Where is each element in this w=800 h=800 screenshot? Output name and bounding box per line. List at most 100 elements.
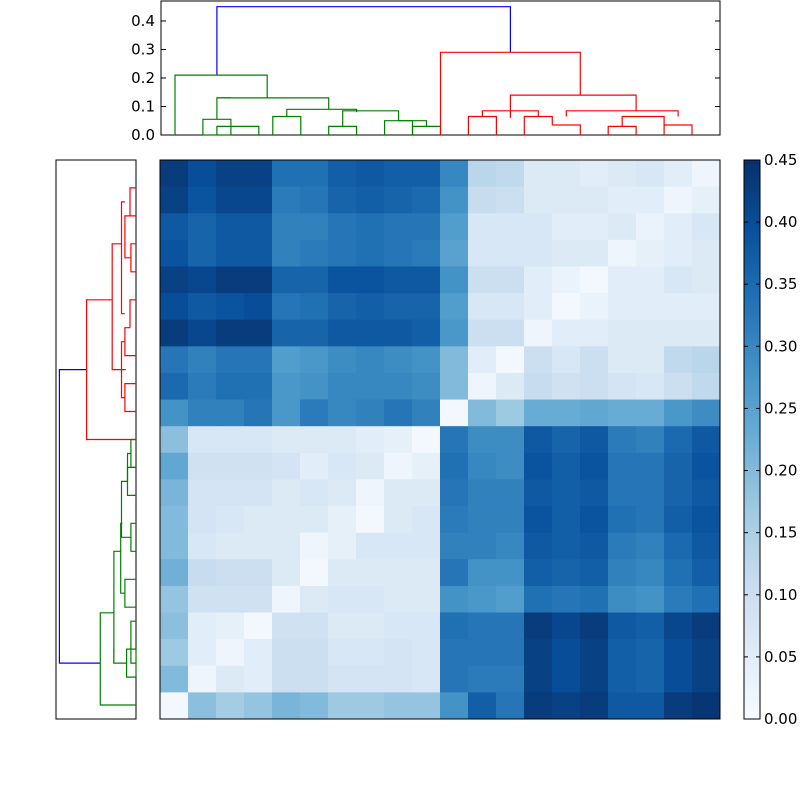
heatmap-cell [440, 479, 469, 507]
heatmap-cell [440, 506, 469, 534]
dendrogram-link [111, 243, 126, 371]
heatmap-cell [440, 612, 469, 640]
heatmap-cell [692, 372, 721, 401]
heatmap-cell [244, 665, 273, 693]
heatmap-cell [188, 239, 217, 267]
y-tick-label: 0.1 [131, 97, 155, 115]
heatmap-cell [272, 639, 301, 667]
heatmap-cell [692, 213, 721, 241]
heatmap-cell [636, 346, 665, 374]
colorbar-tick-label: 0.25 [764, 399, 797, 417]
dendrogram-link [216, 6, 511, 76]
heatmap-cell [468, 160, 497, 188]
heatmap-cell [524, 639, 553, 667]
left-dendrogram-panel [55, 159, 137, 720]
heatmap-cell [300, 266, 329, 294]
heatmap-cell [496, 266, 525, 294]
heatmap-cell [384, 532, 413, 560]
heatmap-cell [244, 452, 273, 480]
heatmap-cell [664, 559, 693, 587]
heatmap-cell [524, 319, 553, 347]
heatmap-cell [356, 426, 385, 454]
heatmap-cell [608, 692, 637, 720]
heatmap-cell [412, 160, 441, 188]
heatmap-cell [496, 692, 525, 720]
heatmap-cell [300, 692, 329, 720]
heatmap-cell [244, 612, 273, 640]
heatmap-cell [160, 506, 189, 534]
heatmap-cell [440, 160, 469, 188]
heatmap-cell [160, 692, 189, 720]
heatmap-cell [356, 559, 385, 587]
heatmap-cell [216, 665, 245, 693]
heatmap-cell [216, 346, 245, 374]
heatmap-cell [664, 426, 693, 454]
heatmap-cell [356, 293, 385, 321]
heatmap-cell [524, 506, 553, 534]
heatmap-cell [300, 319, 329, 347]
heatmap-cell [664, 452, 693, 480]
colorbar-tick-label: 0.20 [764, 462, 797, 480]
heatmap-cell [356, 532, 385, 560]
heatmap-cell [188, 293, 217, 321]
heatmap-cell [580, 639, 609, 667]
heatmap-cell [272, 346, 301, 374]
heatmap-cell [412, 452, 441, 480]
heatmap-cell [664, 346, 693, 374]
heatmap-cell [664, 319, 693, 347]
heatmap-cell [160, 665, 189, 693]
heatmap-cell [608, 665, 637, 693]
heatmap-cell [188, 319, 217, 347]
heatmap-cell [356, 319, 385, 347]
heatmap-cell [384, 585, 413, 614]
heatmap-cell [524, 293, 553, 321]
heatmap-cell [160, 399, 189, 427]
heatmap-cell [328, 239, 357, 267]
heatmap-cell [636, 399, 665, 427]
heatmap-cell [412, 319, 441, 347]
heatmap-cell [328, 266, 357, 294]
dendrogram-link [216, 97, 231, 120]
heatmap-cell [216, 213, 245, 241]
heatmap-cell [188, 639, 217, 667]
heatmap-cell [216, 692, 245, 720]
heatmap-cell [636, 239, 665, 267]
heatmap-cell [244, 506, 273, 534]
heatmap-cell [216, 506, 245, 534]
heatmap-cell [636, 639, 665, 667]
heatmap-cell [608, 585, 637, 614]
heatmap-cell [692, 452, 721, 480]
heatmap-cell [552, 213, 581, 241]
heatmap-cell [552, 186, 581, 214]
heatmap-cell [440, 585, 469, 614]
heatmap-cell [692, 160, 721, 188]
heatmap-cell [188, 692, 217, 720]
heatmap-cell [608, 239, 637, 267]
heatmap-cell [244, 479, 273, 507]
heatmap-cell [692, 665, 721, 693]
heatmap-cell [468, 479, 497, 507]
heatmap-cell [272, 559, 301, 587]
heatmap-cell [496, 239, 525, 267]
dendrogram-link [216, 125, 260, 135]
heatmap-cell [664, 532, 693, 560]
heatmap-cell [440, 639, 469, 667]
heatmap-cell [216, 479, 245, 507]
y-tick-label: 0.3 [131, 40, 155, 58]
heatmap-cell [160, 293, 189, 321]
heatmap-cell [524, 532, 553, 560]
dendrogram-link [272, 115, 302, 135]
heatmap-cell [552, 319, 581, 347]
heatmap-cell [468, 266, 497, 294]
heatmap-cell [356, 239, 385, 267]
heatmap-cell [300, 426, 329, 454]
heatmap-cell [384, 452, 413, 480]
heatmap-frame [159, 159, 721, 720]
heatmap-cell [216, 639, 245, 667]
heatmap-cell [216, 293, 245, 321]
heatmap-cell [580, 346, 609, 374]
dendrogram-link [130, 620, 136, 664]
dendrogram-link [113, 649, 127, 664]
heatmap-cell [328, 293, 357, 321]
heatmap-cell [608, 612, 637, 640]
